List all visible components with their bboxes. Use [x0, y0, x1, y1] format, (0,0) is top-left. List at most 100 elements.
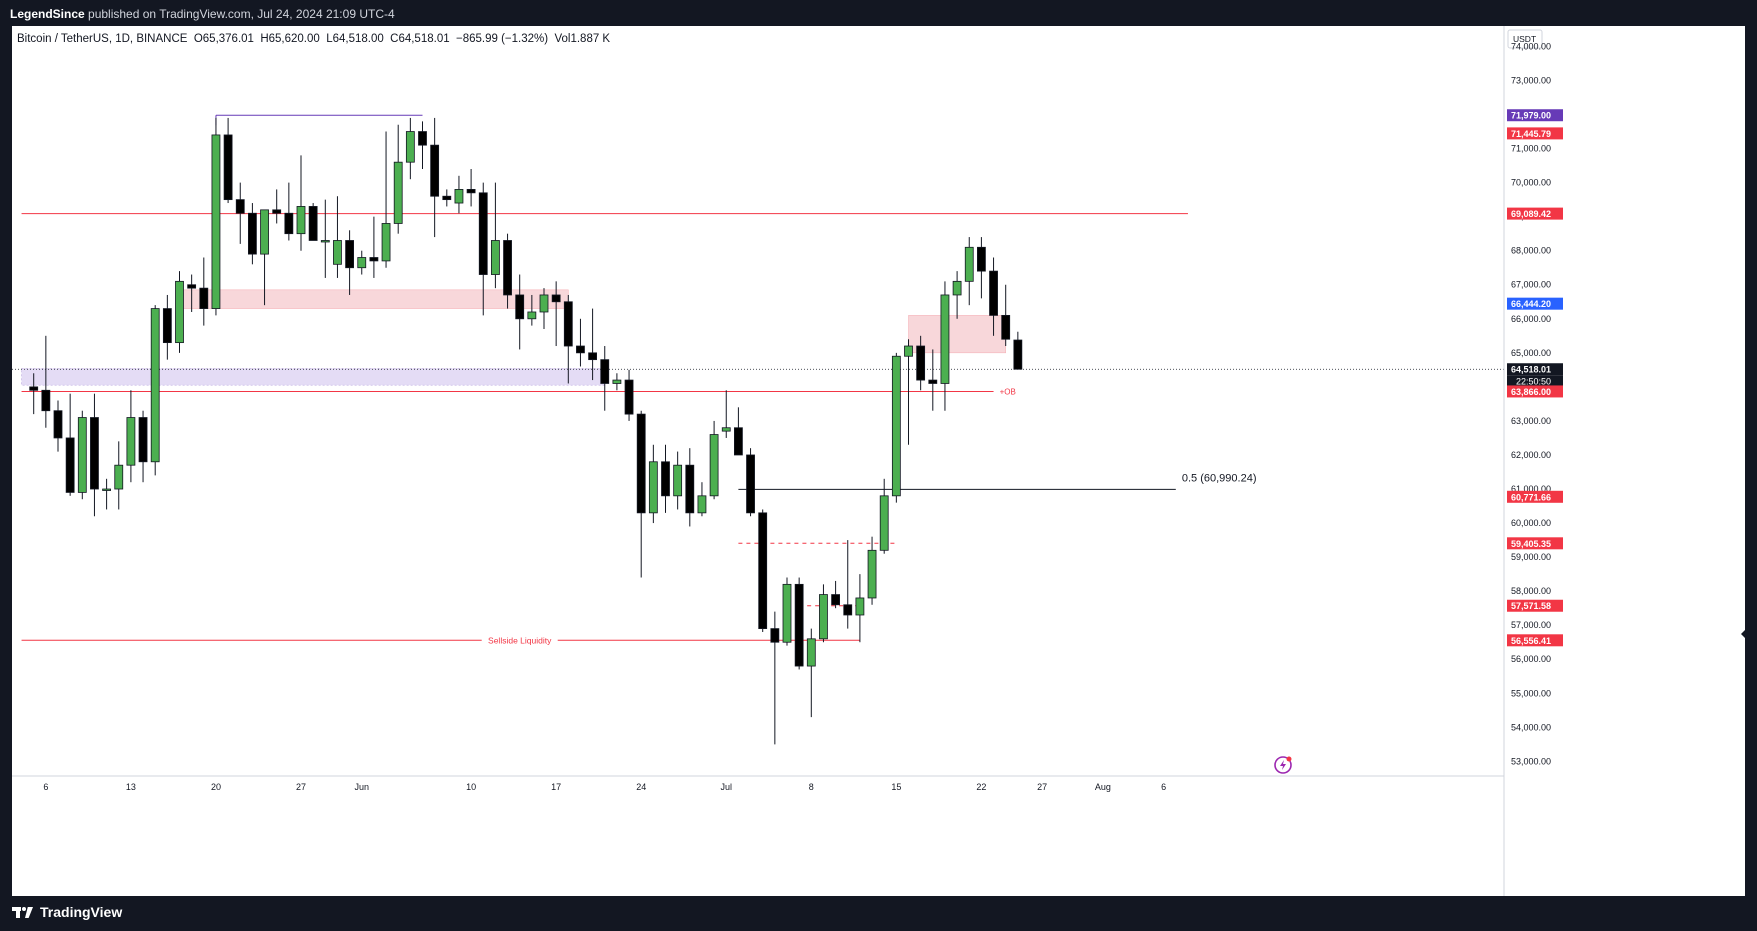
candle-up[interactable]	[904, 345, 913, 357]
candle-down[interactable]	[90, 417, 99, 490]
candle-down[interactable]	[831, 594, 840, 606]
scroll-arrow-icon[interactable]	[1741, 630, 1745, 638]
candle-down[interactable]	[551, 294, 561, 303]
candle-up[interactable]	[175, 280, 184, 344]
candle-up[interactable]	[333, 240, 342, 265]
candle-down[interactable]	[65, 437, 75, 493]
candle-down[interactable]	[928, 379, 938, 384]
candle-up[interactable]	[952, 280, 962, 296]
candle-down[interactable]	[734, 427, 743, 456]
candle-up[interactable]	[855, 597, 865, 616]
currency-badge[interactable]	[1507, 29, 1543, 49]
candle-down[interactable]	[308, 206, 318, 241]
legend-change: −865.99 (−1.32%)	[456, 33, 549, 45]
candle-up[interactable]	[454, 189, 464, 204]
publisher-name[interactable]: LegendSince	[10, 7, 85, 21]
candle-up[interactable]	[320, 240, 330, 243]
candle-down[interactable]	[624, 379, 634, 415]
lightning-icon[interactable]	[1274, 756, 1292, 774]
candle-up[interactable]	[126, 417, 136, 466]
candle-up[interactable]	[612, 379, 622, 384]
candle-up[interactable]	[879, 495, 889, 551]
candle-down[interactable]	[223, 134, 233, 201]
candle-up[interactable]	[102, 488, 111, 491]
candle-up[interactable]	[405, 131, 415, 163]
candle-down[interactable]	[563, 301, 573, 347]
candle-down[interactable]	[418, 131, 427, 146]
candle-up[interactable]	[709, 434, 719, 497]
candle-down[interactable]	[770, 628, 780, 643]
candle-down[interactable]	[478, 192, 488, 275]
candle-down[interactable]	[284, 212, 294, 235]
candle-up[interactable]	[296, 206, 306, 235]
candle-down[interactable]	[746, 454, 755, 514]
candle-down[interactable]	[758, 512, 768, 630]
candle-down[interactable]	[442, 195, 452, 201]
candle-up[interactable]	[77, 417, 87, 493]
candle-down[interactable]	[989, 270, 998, 316]
candle-down[interactable]	[53, 410, 63, 439]
chart-area[interactable]: 0.5 (60,990.24) +OB Sellside Liquidity USDT…	[12, 26, 1745, 896]
candle-down[interactable]	[1013, 339, 1023, 370]
candle-down[interactable]	[515, 294, 525, 320]
candle-down[interactable]	[29, 386, 39, 391]
candle-up[interactable]	[819, 594, 828, 640]
candle-down[interactable]	[369, 257, 379, 262]
candle-down[interactable]	[199, 287, 209, 309]
x-tick-label: 8	[809, 782, 814, 792]
candle-down[interactable]	[636, 413, 646, 514]
candle-down[interactable]	[187, 284, 197, 289]
candle-up[interactable]	[393, 161, 403, 224]
candle-up[interactable]	[527, 311, 537, 320]
candle-down[interactable]	[794, 583, 804, 667]
candle-down[interactable]	[1001, 314, 1011, 340]
candle-down[interactable]	[345, 240, 355, 269]
legend-high: H65,620.00	[260, 33, 320, 45]
candle-up[interactable]	[381, 223, 391, 262]
purple-zone	[21, 368, 606, 386]
candle-down[interactable]	[235, 199, 245, 214]
publisher-bar: LegendSince published on TradingView.com…	[0, 0, 1757, 26]
candle-down[interactable]	[430, 144, 440, 197]
candle-down[interactable]	[466, 189, 476, 194]
candle-up[interactable]	[891, 355, 901, 497]
candle-down[interactable]	[138, 417, 148, 463]
candle-up[interactable]	[539, 294, 549, 313]
candle-up[interactable]	[211, 134, 221, 309]
candle-down[interactable]	[247, 212, 257, 255]
candle-down[interactable]	[600, 359, 610, 384]
candle-up[interactable]	[150, 308, 160, 463]
tradingview-logo[interactable]: TradingView	[12, 904, 122, 920]
candle-up[interactable]	[697, 495, 707, 514]
candle-up[interactable]	[964, 246, 974, 282]
candle-down[interactable]	[503, 240, 512, 296]
candle-down[interactable]	[661, 461, 670, 497]
candle-down[interactable]	[685, 464, 695, 514]
red-level-2-badge-label: 69,089.42	[1511, 209, 1551, 219]
candle-down[interactable]	[41, 389, 51, 412]
candle-down[interactable]	[843, 604, 853, 616]
candle-up[interactable]	[721, 427, 731, 432]
candle-down[interactable]	[162, 308, 172, 344]
candle-up[interactable]	[940, 294, 950, 384]
candle-up[interactable]	[490, 240, 500, 275]
candle-down[interactable]	[576, 345, 585, 354]
candle-down[interactable]	[272, 209, 282, 214]
candle-up[interactable]	[114, 464, 124, 490]
price-axis-panel[interactable]	[1504, 26, 1745, 896]
legend-symbol[interactable]: Bitcoin / TetherUS, 1D, BINANCE	[17, 33, 188, 45]
candle-down[interactable]	[977, 246, 986, 272]
candle-up[interactable]	[806, 638, 816, 667]
candle-up[interactable]	[648, 461, 658, 514]
candle-up[interactable]	[357, 257, 367, 269]
candle-down[interactable]	[588, 352, 597, 361]
candle-up[interactable]	[782, 583, 792, 643]
dashed-level-1-badge	[1507, 537, 1563, 550]
candle-up[interactable]	[867, 549, 877, 599]
candle-down[interactable]	[916, 345, 926, 381]
candle-up[interactable]	[260, 209, 269, 255]
x-tick-label: 27	[296, 782, 306, 792]
sellside-label: Sellside Liquidity	[488, 635, 552, 645]
candle-up[interactable]	[673, 464, 683, 497]
price-chart[interactable]: 0.5 (60,990.24) +OB Sellside Liquidity USDT…	[12, 26, 1745, 896]
